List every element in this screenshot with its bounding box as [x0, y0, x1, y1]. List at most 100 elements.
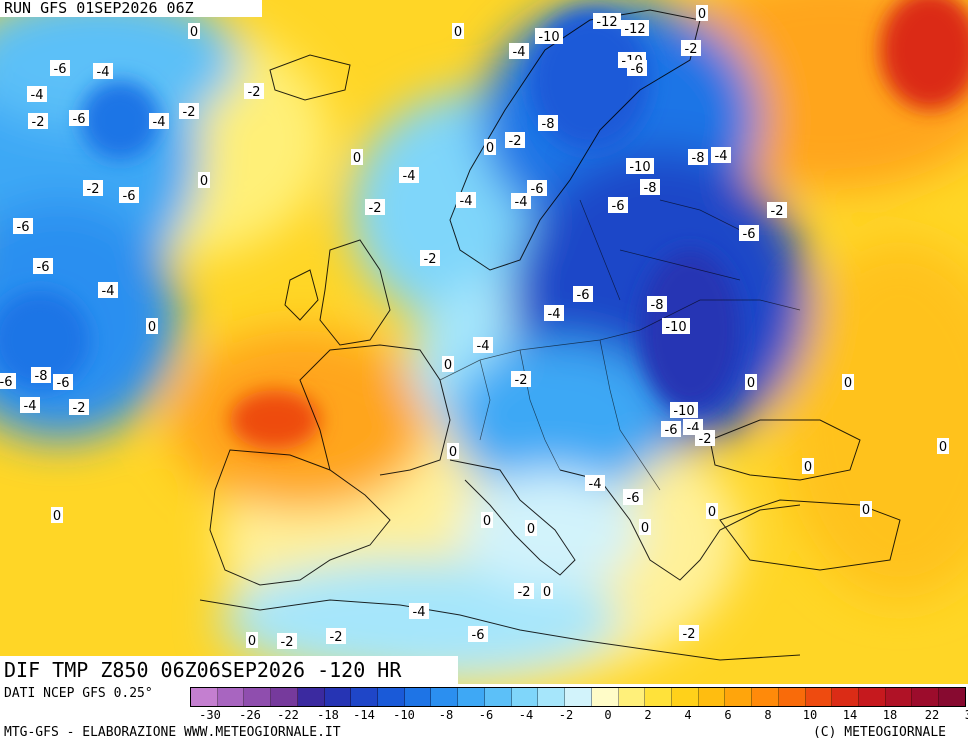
contour-label-text: 0: [698, 7, 706, 22]
contour-label: 0: [525, 520, 537, 537]
coastlines: [199, 9, 901, 661]
colorbar-segment: [484, 688, 512, 706]
contour-label-text: -12: [596, 15, 617, 30]
contour-label: 0: [351, 149, 363, 166]
contour-label-text: -10: [673, 404, 694, 419]
contour-label-text: -2: [683, 627, 696, 642]
colorbar-tick-label: -30: [199, 708, 221, 722]
contour-label-text: -2: [518, 585, 531, 600]
contour-label-text: -10: [629, 160, 650, 175]
contour-label-text: -2: [281, 635, 294, 650]
contour-label-text: -8: [542, 117, 555, 132]
contour-label: 0: [188, 23, 200, 40]
contour-label-text: -6: [627, 491, 640, 506]
contour-label: -4: [27, 86, 47, 103]
colorbar-segment: [832, 688, 859, 706]
anomaly-cores: [0, 0, 968, 450]
contour-label: 0: [541, 583, 553, 600]
contour-label: -6: [0, 373, 16, 390]
colorbar-tick-label: -2: [558, 708, 574, 722]
colorbar-segment: [671, 688, 699, 706]
contour-label-text: -6: [54, 62, 67, 77]
contour-label: -6: [573, 286, 593, 303]
contour-label-text: 0: [444, 358, 452, 373]
contour-label: -10: [626, 158, 654, 175]
contour-label-text: -6: [665, 423, 678, 438]
contour-label: -4: [98, 282, 118, 299]
contour-label: -2: [505, 132, 525, 149]
contour-label-text: -2: [248, 85, 261, 100]
contour-label-text: 0: [543, 585, 551, 600]
contour-label: -4: [149, 113, 169, 130]
britain-coast: [319, 239, 391, 346]
contour-label: -2: [511, 371, 531, 388]
contour-label: 0: [696, 5, 708, 22]
contour-label-text: 0: [483, 514, 491, 529]
colorbar-tick-label: 4: [684, 708, 692, 722]
contour-label-text: -2: [509, 134, 522, 149]
contour-label-text: -6: [123, 189, 136, 204]
contour-label-text: -4: [513, 45, 526, 60]
colorbar-segment: [725, 688, 753, 706]
contour-label-text: -2: [73, 401, 86, 416]
contour-label: -10: [535, 28, 563, 45]
contour-label: -4: [409, 603, 429, 620]
contour-label-text: -12: [624, 22, 645, 37]
contour-label: -4: [473, 337, 493, 354]
contour-label-text: -4: [548, 307, 561, 322]
contour-label-text: -4: [715, 149, 728, 164]
colorbar-segment: [191, 688, 218, 706]
contour-label: -6: [608, 197, 628, 214]
contour-label: -12: [621, 20, 649, 37]
colorbar-segment: [297, 688, 325, 706]
contour-label-text: -6: [37, 260, 50, 275]
contour-label: -2: [767, 202, 787, 219]
contour-label-text: -4: [515, 195, 528, 210]
contour-label: -6: [739, 225, 759, 242]
contour-label: -2: [681, 40, 701, 57]
contour-label-text: 0: [641, 521, 649, 536]
contour-label: -8: [538, 115, 558, 132]
contour-label-text: -6: [73, 112, 86, 127]
contour-labels: 0 0 -12 -12 0 -10 -4 -2 -10 -6 -6 -4 -4 -2 -2 -6 -4 -2 -8 -…: [0, 5, 949, 650]
contour-label-text: -2: [183, 105, 196, 120]
colorbar-tick-label: 8: [764, 708, 772, 722]
colorbar-segment: [591, 688, 619, 706]
colorbar-segment: [271, 688, 298, 706]
contour-label: -4: [511, 193, 531, 210]
run-label: RUN GFS 01SEP2026 06Z: [0, 0, 262, 17]
colorbar-tick-label: -10: [393, 708, 415, 722]
iceland-coast: [269, 54, 351, 101]
contour-label-text: 0: [449, 445, 457, 460]
africa-coast: [199, 599, 801, 661]
colorbar-segment: [939, 688, 965, 706]
contour-label-text: 0: [200, 174, 208, 189]
contour-label: 0: [639, 519, 651, 536]
colorbar-tick-label: 14: [842, 708, 858, 722]
colorbar-tick-label: 0: [604, 708, 612, 722]
colorbar-tick-label: 6: [724, 708, 732, 722]
contour-label: -4: [456, 192, 476, 209]
contour-label: -4: [509, 43, 529, 60]
contour-label-text: 0: [708, 505, 716, 520]
contour-label-text: -4: [153, 115, 166, 130]
colorbar-tick-label: -18: [317, 708, 339, 722]
contour-label-text: 0: [486, 141, 494, 156]
france-coast: [299, 344, 451, 476]
contour-label-text: -2: [515, 373, 528, 388]
borders: [439, 199, 801, 491]
contour-label: -10: [670, 402, 698, 419]
contour-label-text: -2: [87, 182, 100, 197]
ireland-coast: [284, 269, 319, 321]
contour-label-text: -4: [477, 339, 490, 354]
contour-label: -8: [647, 296, 667, 313]
contour-label-text: -4: [413, 605, 426, 620]
contour-label: -4: [711, 147, 731, 164]
colorbar-segment: [805, 688, 833, 706]
colorbar-segment: [565, 688, 592, 706]
contour-label: -6: [50, 60, 70, 77]
contour-label: 0: [442, 356, 454, 373]
contour-label-text: 0: [862, 503, 870, 518]
contour-label: 0: [745, 374, 757, 391]
colorbar-segment: [912, 688, 940, 706]
